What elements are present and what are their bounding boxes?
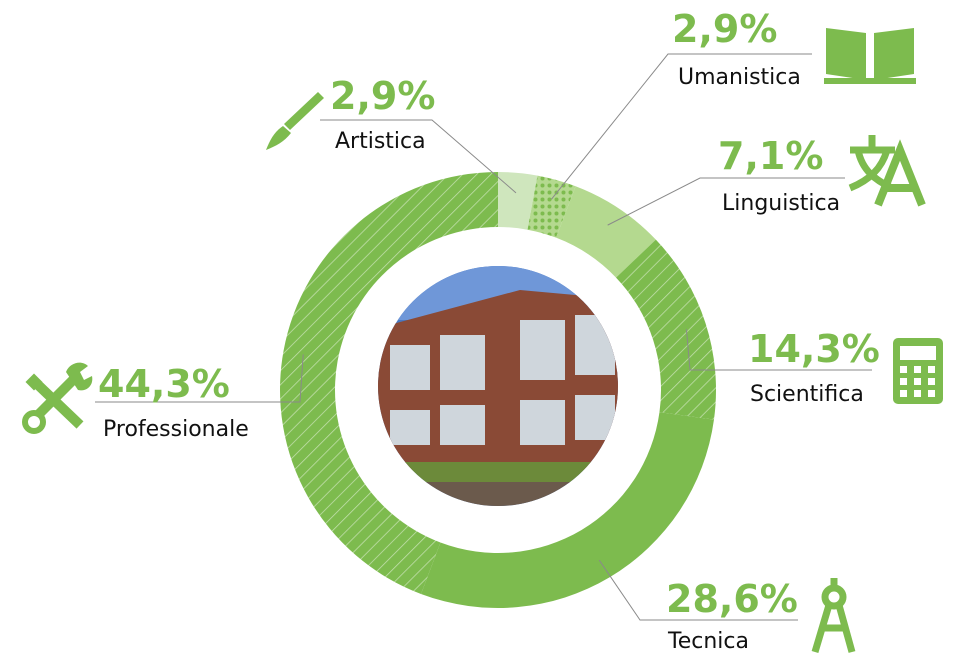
chart: 2,9% Artistica 2,9% Umanistica 7,1% Linguisti… <box>0 0 953 658</box>
category-label: Umanistica <box>678 65 801 90</box>
book-icon <box>824 28 916 84</box>
value-label: 2,9% <box>330 74 435 118</box>
value-label: 14,3% <box>748 327 880 371</box>
value-label: 28,6% <box>666 577 798 621</box>
compass-icon <box>815 578 852 652</box>
calculator-icon <box>893 338 943 404</box>
center-photo <box>370 260 630 522</box>
category-label: Scientifica <box>750 382 864 407</box>
category-label: Linguistica <box>722 191 840 216</box>
tools-icon <box>25 363 92 431</box>
category-label: Tecnica <box>667 629 749 654</box>
value-label: 7,1% <box>718 134 823 178</box>
donut-segment <box>616 240 716 420</box>
translate-icon <box>850 135 922 205</box>
brush-icon <box>266 92 324 150</box>
value-label: 2,9% <box>672 7 777 51</box>
value-label: 44,3% <box>98 362 230 406</box>
category-label: Artistica <box>335 129 426 154</box>
category-label: Professionale <box>103 417 249 442</box>
